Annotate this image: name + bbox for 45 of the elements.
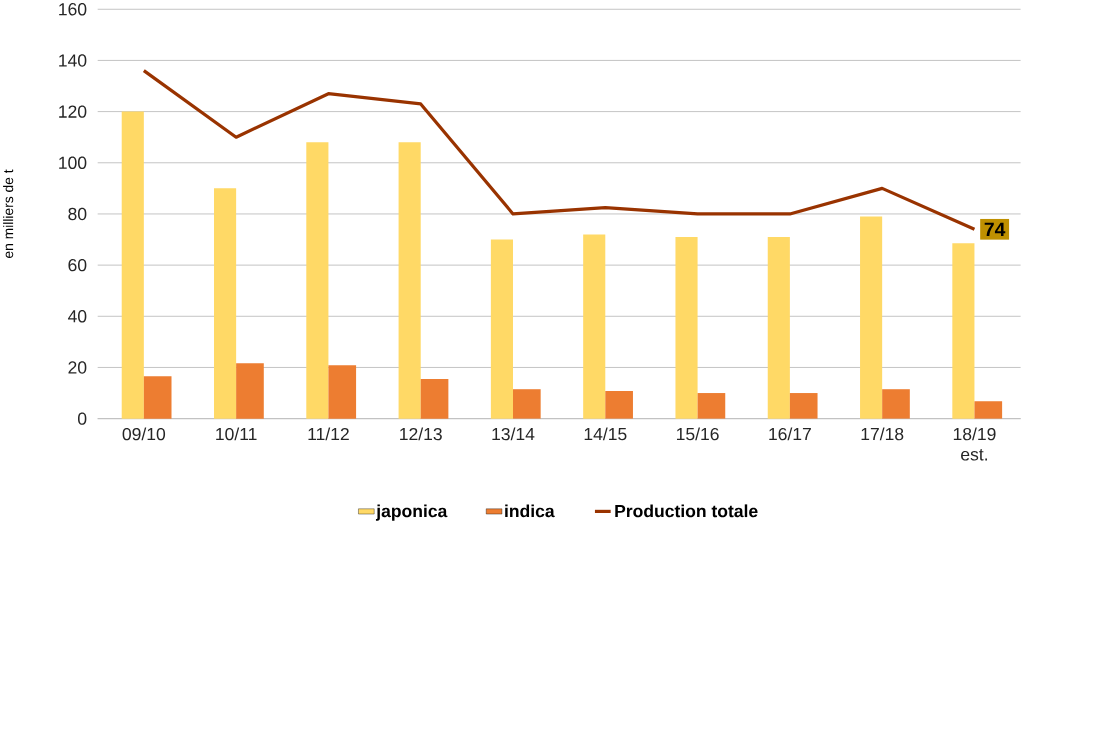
bar bbox=[398, 142, 421, 419]
x-tick-label: 10/11 bbox=[216, 427, 257, 441]
bar bbox=[214, 188, 237, 419]
y-tick-label: 60 bbox=[68, 258, 87, 272]
bar bbox=[328, 364, 357, 419]
legend-label: Production totale bbox=[615, 504, 758, 518]
bar bbox=[420, 378, 449, 419]
legend-label: japonica bbox=[375, 504, 448, 521]
y-tick-label: 100 bbox=[59, 156, 87, 169]
x-tick-label: 11/12 bbox=[308, 427, 349, 441]
bar bbox=[490, 239, 514, 419]
x-tick-label: 18/19 est. bbox=[953, 427, 996, 461]
bar bbox=[675, 236, 698, 419]
data-label: 74 bbox=[984, 222, 1006, 236]
y-tick-label: 80 bbox=[68, 207, 87, 220]
legend-label: indica bbox=[505, 504, 555, 518]
bar bbox=[121, 111, 144, 419]
bar bbox=[952, 243, 975, 419]
bar bbox=[605, 390, 633, 419]
x-tick-label: 13/14 bbox=[492, 427, 535, 441]
y-tick-label: 20 bbox=[68, 361, 87, 374]
y-tick-label: 160 bbox=[59, 2, 87, 16]
bar bbox=[513, 389, 541, 419]
bar bbox=[697, 392, 726, 419]
bar bbox=[583, 234, 606, 419]
bar bbox=[974, 401, 1003, 419]
bar bbox=[236, 363, 264, 419]
y-tick-label: 120 bbox=[59, 105, 87, 118]
y-axis-title: en milliers de t bbox=[3, 169, 14, 258]
bar bbox=[789, 392, 818, 419]
x-tick-label: 15/16 bbox=[677, 427, 719, 441]
bar bbox=[143, 375, 172, 419]
bar bbox=[767, 236, 790, 419]
y-tick-label: 140 bbox=[59, 54, 87, 67]
line-series bbox=[142, 68, 977, 231]
x-tick-label: 16/17 bbox=[769, 427, 811, 441]
x-tick-label: 14/15 bbox=[584, 427, 627, 441]
bar bbox=[306, 142, 329, 419]
y-tick-label: 0 bbox=[78, 412, 87, 425]
bar bbox=[860, 216, 883, 419]
x-tick-label: 17/18 bbox=[861, 427, 904, 441]
x-tick-label: 12/13 bbox=[400, 427, 442, 441]
bar bbox=[882, 389, 910, 419]
y-tick-label: 40 bbox=[67, 309, 87, 323]
x-tick-label: 09/10 bbox=[122, 427, 166, 441]
